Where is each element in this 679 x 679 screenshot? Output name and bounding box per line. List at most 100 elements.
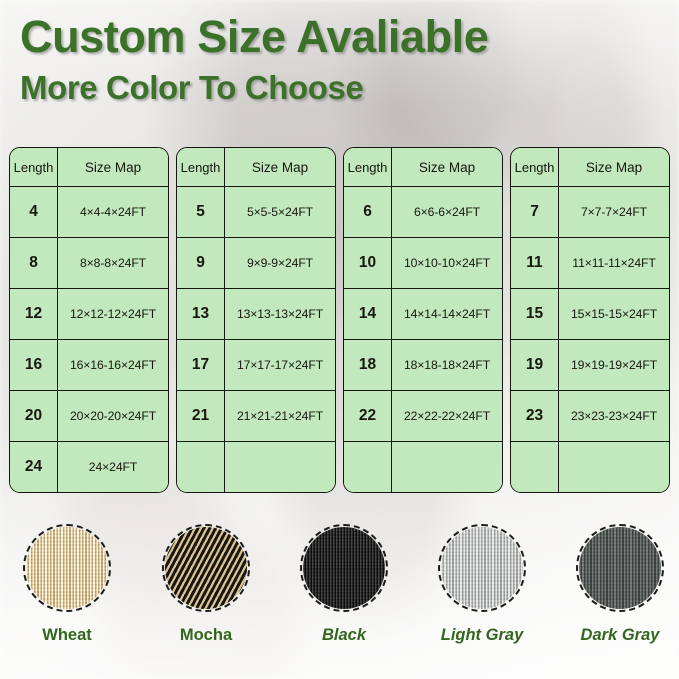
table-row	[344, 442, 502, 492]
table-header-row: Length Size Map	[344, 148, 502, 187]
fabric-texture	[303, 527, 385, 609]
color-swatch[interactable]: Wheat	[20, 524, 114, 645]
table-row: 4 4×4-4×24FT	[10, 187, 168, 238]
cell-size-map: 21×21-21×24FT	[225, 391, 335, 442]
color-swatch[interactable]: Black	[297, 524, 391, 645]
cell-length: 7	[511, 187, 559, 238]
fabric-swatch-circle[interactable]	[162, 524, 250, 612]
fabric-texture	[579, 527, 661, 609]
table-row: 6 6×6-6×24FT	[344, 187, 502, 238]
cell-length: 21	[177, 391, 225, 442]
cell-size-map: 18×18-18×24FT	[392, 340, 502, 391]
cell-length: 18	[344, 340, 392, 391]
cell-length	[344, 442, 392, 492]
size-tables-row: Length Size Map 4 4×4-4×24FT 8 8×8-8×24FT 12 12…	[9, 147, 670, 493]
cell-length: 11	[511, 238, 559, 289]
column-header-length: Length	[511, 148, 559, 187]
fabric-swatch-circle[interactable]	[23, 524, 111, 612]
table-row: 17 17×17-17×24FT	[177, 340, 335, 391]
size-table: Length Size Map 7 7×7-7×24FT 11 11×11-11×24FT…	[510, 147, 670, 493]
column-header-length: Length	[177, 148, 225, 187]
cell-length: 19	[511, 340, 559, 391]
fabric-texture	[165, 527, 247, 609]
table-header-row: Length Size Map	[10, 148, 168, 187]
table-row: 18 18×18-18×24FT	[344, 340, 502, 391]
table-header-row: Length Size Map	[511, 148, 669, 187]
cell-length: 20	[10, 391, 58, 442]
cell-length: 9	[177, 238, 225, 289]
column-header-size-map: Size Map	[225, 148, 335, 187]
cell-size-map: 22×22-22×24FT	[392, 391, 502, 442]
column-header-size-map: Size Map	[392, 148, 502, 187]
table-row: 20 20×20-20×24FT	[10, 391, 168, 442]
table-header-row: Length Size Map	[177, 148, 335, 187]
cell-size-map: 10×10-10×24FT	[392, 238, 502, 289]
color-swatch[interactable]: Dark Gray	[573, 524, 667, 645]
table-row	[177, 442, 335, 492]
cell-size-map	[559, 442, 669, 492]
cell-size-map: 16×16-16×24FT	[58, 340, 168, 391]
headline-secondary: More Color To Choose	[20, 69, 364, 106]
cell-length: 5	[177, 187, 225, 238]
cell-size-map: 7×7-7×24FT	[559, 187, 669, 238]
cell-size-map: 17×17-17×24FT	[225, 340, 335, 391]
table-row: 14 14×14-14×24FT	[344, 289, 502, 340]
table-row: 8 8×8-8×24FT	[10, 238, 168, 289]
fabric-swatch-circle[interactable]	[438, 524, 526, 612]
cell-length: 10	[344, 238, 392, 289]
cell-size-map	[392, 442, 502, 492]
headings-block: Custom Size Avaliable More Color To Choo…	[20, 11, 489, 106]
cell-size-map: 8×8-8×24FT	[58, 238, 168, 289]
column-header-size-map: Size Map	[58, 148, 168, 187]
cell-size-map: 11×11-11×24FT	[559, 238, 669, 289]
swatch-label: Light Gray	[440, 626, 524, 644]
cell-size-map: 6×6-6×24FT	[392, 187, 502, 238]
table-row: 22 22×22-22×24FT	[344, 391, 502, 442]
swatch-label: Dark Gray	[580, 626, 660, 644]
table-row	[511, 442, 669, 492]
swatch-label: Black	[321, 626, 367, 644]
headline-primary: Custom Size Avaliable	[20, 11, 489, 62]
table-row: 10 10×10-10×24FT	[344, 238, 502, 289]
cell-length: 12	[10, 289, 58, 340]
table-row: 9 9×9-9×24FT	[177, 238, 335, 289]
table-row: 5 5×5-5×24FT	[177, 187, 335, 238]
table-row: 15 15×15-15×24FT	[511, 289, 669, 340]
column-header-size-map: Size Map	[559, 148, 669, 187]
cell-length: 8	[10, 238, 58, 289]
cell-size-map: 9×9-9×24FT	[225, 238, 335, 289]
cell-length: 23	[511, 391, 559, 442]
fabric-texture	[26, 527, 108, 609]
table-row: 12 12×12-12×24FT	[10, 289, 168, 340]
cell-size-map: 5×5-5×24FT	[225, 187, 335, 238]
fabric-swatch-circle[interactable]	[576, 524, 664, 612]
cell-size-map	[225, 442, 335, 492]
cell-length: 13	[177, 289, 225, 340]
cell-size-map: 15×15-15×24FT	[559, 289, 669, 340]
cell-length: 17	[177, 340, 225, 391]
size-table: Length Size Map 6 6×6-6×24FT 10 10×10-10×24FT…	[343, 147, 503, 493]
color-swatch[interactable]: Light Gray	[435, 524, 529, 645]
cell-size-map: 12×12-12×24FT	[58, 289, 168, 340]
table-row: 24 24×24FT	[10, 442, 168, 492]
table-row: 7 7×7-7×24FT	[511, 187, 669, 238]
color-swatch[interactable]: Mocha	[159, 524, 253, 645]
cell-size-map: 14×14-14×24FT	[392, 289, 502, 340]
cell-size-map: 13×13-13×24FT	[225, 289, 335, 340]
size-table: Length Size Map 4 4×4-4×24FT 8 8×8-8×24FT 12 12…	[9, 147, 169, 493]
cell-length: 14	[344, 289, 392, 340]
fabric-swatch-circle[interactable]	[300, 524, 388, 612]
cell-length: 6	[344, 187, 392, 238]
cell-length: 24	[10, 442, 58, 492]
table-row: 16 16×16-16×24FT	[10, 340, 168, 391]
cell-length: 15	[511, 289, 559, 340]
swatch-label: Mocha	[179, 626, 233, 644]
table-row: 19 19×19-19×24FT	[511, 340, 669, 391]
cell-length: 22	[344, 391, 392, 442]
cell-size-map: 20×20-20×24FT	[58, 391, 168, 442]
cell-length	[511, 442, 559, 492]
cell-size-map: 4×4-4×24FT	[58, 187, 168, 238]
color-swatches-row: Wheat Mocha Black Light Gray Dark Gray	[0, 524, 679, 674]
column-header-length: Length	[344, 148, 392, 187]
